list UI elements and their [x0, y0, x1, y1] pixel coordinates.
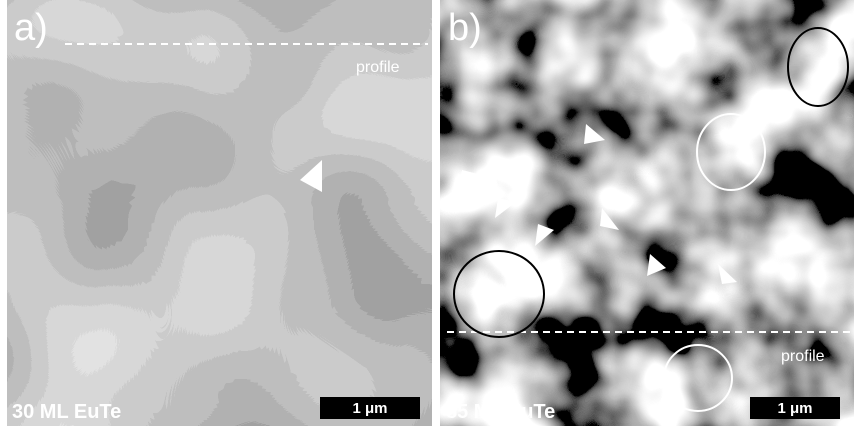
profile-label: profile: [356, 59, 400, 76]
figure: a) profile 30 ML EuTe 1 μm b) profile 85…: [0, 0, 854, 426]
panel-b: b) profile 85 ML EuTe 1 μm: [440, 0, 854, 426]
scale-bar-label: 1 μm: [777, 400, 812, 417]
caption: 85 ML EuTe: [446, 401, 555, 423]
caption: 30 ML EuTe: [12, 401, 121, 423]
panel-label: a): [14, 7, 48, 49]
profile-label: profile: [781, 348, 825, 365]
panel-label: b): [448, 7, 482, 49]
scale-bar-label: 1 μm: [352, 400, 387, 417]
panel-a: a) profile 30 ML EuTe 1 μm: [7, 0, 432, 426]
